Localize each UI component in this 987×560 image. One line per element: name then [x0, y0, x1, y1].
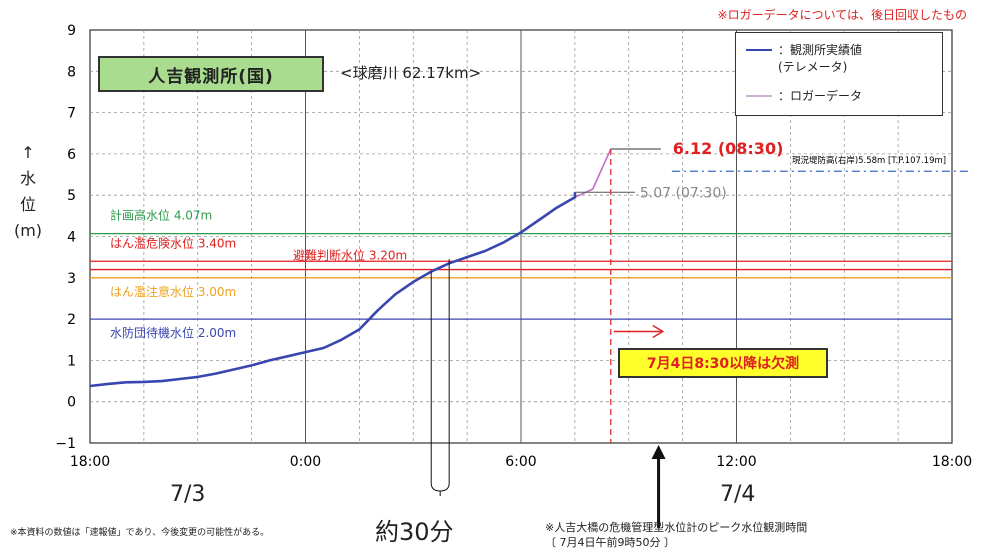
x-tick-label: 12:00 — [716, 454, 756, 470]
y-tick-label: 9 — [67, 23, 76, 39]
y-tick-label: 7 — [67, 106, 76, 122]
reference-line-label: はん濫危険水位 3.40m — [110, 235, 236, 250]
reference-line-label: 水防団待機水位 2.00m — [110, 325, 236, 340]
y-tick-label: 2 — [67, 312, 76, 328]
y-tick-label: −1 — [55, 436, 76, 452]
y-tick-label: 6 — [67, 147, 76, 163]
reference-line-label: はん濫注意水位 3.00m — [110, 284, 236, 299]
legend-observed-label: ：観測所実績値 (テレメータ) — [778, 43, 863, 74]
y-tick-label: 4 — [67, 230, 76, 246]
date-label-2: 7/4 — [720, 482, 756, 507]
x-tick-label: 6:00 — [505, 454, 536, 470]
peak-label: 6.12 (08:30) — [673, 139, 784, 158]
interval-label: 約30分 — [375, 518, 454, 546]
obs-time-arrow-head — [651, 445, 666, 459]
y-tick-label: 5 — [67, 188, 76, 204]
footnote-right: ※人吉大橋の危機管理型水位計のピーク水位観測時間 〔 7月4日午前9時50分 〕 — [545, 521, 808, 549]
levee-label: 現況堤防高(右岸)5.58m [T.P.107.19m] — [792, 155, 946, 166]
legend-item-observed: ：観測所実績値 (テレメータ) — [746, 41, 862, 75]
legend-logger-label: ：ロガーデータ — [778, 89, 863, 103]
station-title: 人吉観測所(国) — [98, 56, 324, 92]
legend: ：観測所実績値 (テレメータ) ：ロガーデータ — [735, 32, 943, 116]
x-tick-label: 0:00 — [290, 454, 321, 470]
missing-arrow-head — [652, 324, 665, 339]
interval-brace — [430, 482, 450, 496]
date-label-1: 7/3 — [170, 482, 206, 507]
reference-line-label: 避難判断水位 3.20m — [293, 248, 407, 263]
river-label: <球磨川 62.17km> — [340, 64, 482, 82]
y-tick-label: 1 — [67, 353, 76, 369]
secondary-label: 5.07 (07:30) — [640, 185, 727, 201]
y-tick-label: 0 — [67, 395, 76, 411]
x-tick-label: 18:00 — [70, 454, 110, 470]
y-tick-label: 8 — [67, 64, 76, 80]
logger-note: ※ロガーデータについては、後日回収したもの — [717, 8, 967, 22]
reference-line-label: 計画高水位 4.07m — [110, 208, 212, 223]
footnote-left: ※本資料の数値は「速報値」であり、今後変更の可能性がある。 — [10, 528, 270, 538]
legend-observed-swatch — [746, 49, 772, 51]
legend-item-logger: ：ロガーデータ — [746, 87, 862, 104]
legend-logger-swatch — [746, 95, 772, 97]
x-tick-label: 18:00 — [932, 454, 972, 470]
missing-data-note: 7月4日8:30以降は欠測 — [618, 348, 828, 378]
series-observed-line — [89, 192, 577, 388]
y-axis-label: ↑ 水 位 (m) — [13, 143, 43, 240]
y-tick-label: 3 — [67, 271, 76, 287]
